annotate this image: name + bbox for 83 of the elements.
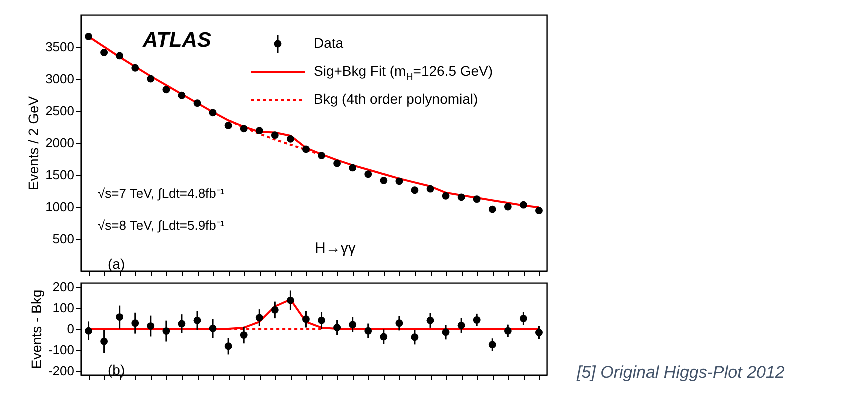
point — [85, 33, 92, 40]
point — [209, 324, 217, 332]
point — [256, 127, 264, 135]
point — [426, 185, 434, 193]
point — [240, 125, 248, 133]
point — [194, 316, 202, 324]
y-tick-label: 2500 — [46, 104, 74, 118]
point — [411, 186, 419, 194]
point — [536, 329, 543, 336]
point — [442, 192, 450, 200]
point — [178, 320, 186, 328]
y-tick-label: 3000 — [46, 72, 74, 86]
y-tick-label: 200 — [52, 280, 74, 295]
point — [116, 52, 124, 60]
point — [458, 194, 466, 202]
point — [100, 338, 108, 346]
point — [100, 49, 108, 56]
point — [473, 196, 481, 204]
point — [426, 316, 434, 324]
text: [5] Original Higgs-Plot 2012 — [576, 363, 786, 382]
point — [458, 322, 466, 330]
point — [162, 86, 170, 94]
annotation: ATLAS — [142, 29, 212, 52]
y-tick-label: 1500 — [46, 168, 74, 182]
point — [147, 322, 155, 330]
point — [318, 152, 326, 160]
annotation: (b) — [108, 362, 126, 378]
annotation: (a) — [108, 256, 126, 272]
point — [286, 296, 294, 304]
point — [488, 206, 496, 214]
y-tick-label: -200 — [48, 363, 74, 378]
point — [224, 342, 232, 350]
point — [286, 135, 294, 143]
point — [116, 314, 124, 321]
y-tick-label: 3500 — [46, 40, 74, 54]
annotation: H→γγ — [315, 240, 356, 257]
point — [488, 341, 496, 349]
point — [364, 327, 372, 335]
y-tick-label: 1000 — [46, 200, 74, 214]
point — [442, 328, 450, 336]
point — [224, 122, 232, 130]
point — [132, 64, 140, 72]
point — [132, 320, 140, 328]
y-tick-label: 0 — [67, 322, 74, 336]
point — [396, 320, 404, 328]
point — [302, 316, 310, 324]
y-tick-label: -100 — [48, 342, 74, 358]
point — [520, 201, 528, 209]
legend-label: Bkg (4th order polynomial) — [314, 91, 478, 107]
y-tick-label: 2000 — [46, 136, 74, 150]
point — [302, 146, 310, 154]
point — [349, 164, 357, 172]
point — [162, 328, 170, 335]
point — [536, 207, 543, 215]
point — [240, 332, 248, 339]
point — [520, 315, 528, 322]
point — [349, 321, 357, 329]
point — [380, 177, 388, 184]
point — [271, 132, 279, 140]
point — [396, 178, 404, 186]
y-axis-title: Events / 2 GeV — [26, 96, 42, 191]
annotation: √s=7 TeV, ∫Ldt=4.8fb⁻¹ — [98, 186, 226, 201]
point — [178, 92, 186, 100]
point — [318, 316, 326, 324]
point — [334, 160, 342, 168]
point — [473, 316, 481, 324]
point — [209, 109, 217, 117]
point — [380, 333, 388, 341]
y-axis-title: Events - Bkg — [28, 290, 44, 370]
legend-label: Data — [314, 35, 344, 51]
point — [256, 314, 264, 322]
point — [194, 100, 202, 108]
point — [147, 75, 155, 83]
point — [411, 334, 419, 342]
point — [504, 203, 512, 211]
point — [504, 327, 512, 335]
y-tick-label: 500 — [52, 232, 74, 246]
point — [364, 170, 372, 178]
point — [334, 324, 342, 332]
annotation: √s=8 TeV, ∫Ldt=5.9fb⁻¹ — [98, 218, 226, 233]
y-tick-label: 100 — [52, 300, 74, 316]
point — [271, 306, 279, 314]
point — [85, 327, 92, 335]
